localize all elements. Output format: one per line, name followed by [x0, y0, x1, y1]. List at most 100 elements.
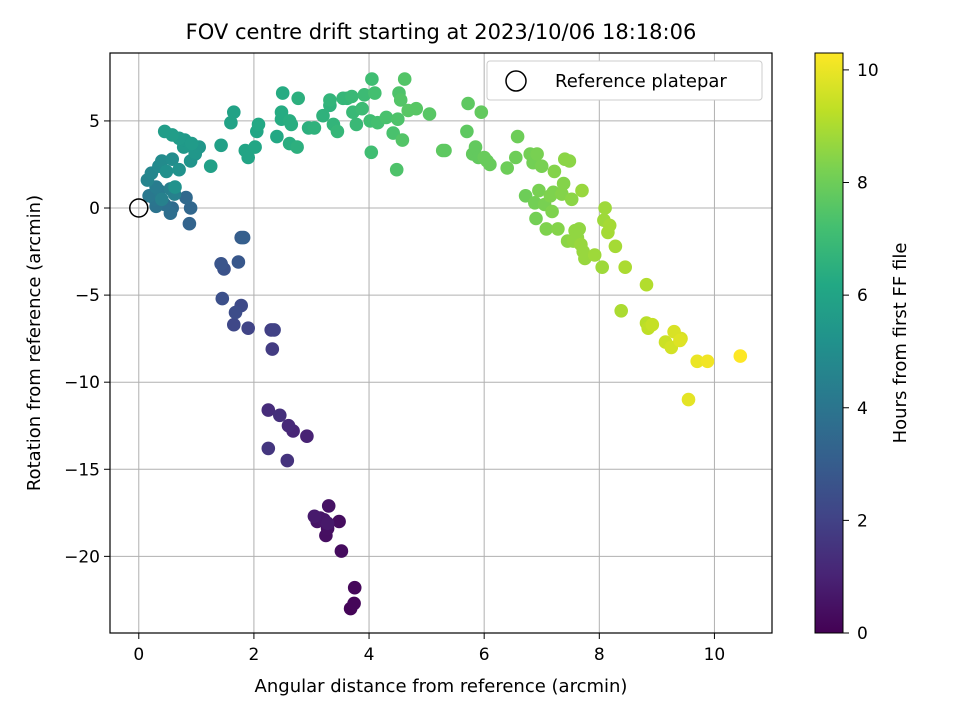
- colorbar-tick-label: 8: [857, 174, 868, 194]
- y-tick-label: 0: [89, 199, 100, 219]
- data-point: [681, 392, 696, 407]
- data-point: [564, 192, 579, 207]
- data-point: [215, 291, 230, 306]
- data-point: [157, 124, 172, 139]
- data-point: [179, 190, 193, 205]
- data-point: [168, 180, 182, 194]
- data-point: [673, 333, 687, 348]
- data-point: [389, 162, 404, 177]
- colorbar-tick-label: 0: [857, 624, 868, 644]
- data-point: [395, 133, 410, 147]
- data-point: [347, 580, 362, 595]
- colorbar-gradient: [814, 52, 844, 634]
- data-point: [284, 117, 299, 132]
- legend: Reference platepar: [486, 60, 763, 101]
- data-point: [224, 115, 238, 130]
- data-point: [248, 140, 262, 154]
- data-point: [172, 162, 186, 177]
- y-tick-label: −20: [64, 547, 100, 567]
- data-point: [639, 277, 654, 292]
- y-axis-ticks: 5 0 −5 −10 −15 −20: [64, 112, 110, 567]
- data-point: [159, 164, 174, 179]
- data-point: [572, 222, 586, 236]
- y-tick-label: 5: [89, 112, 100, 132]
- data-point: [393, 93, 408, 107]
- x-axis-ticks: 0 2 4 6 8 10: [133, 633, 725, 665]
- legend-marker-icon: [505, 70, 527, 92]
- x-tick-label: 6: [479, 645, 490, 665]
- data-point: [214, 257, 228, 271]
- data-point: [575, 183, 589, 198]
- data-point: [332, 514, 346, 529]
- data-point: [357, 88, 372, 102]
- x-tick-label: 2: [248, 645, 259, 665]
- legend-box: [486, 60, 763, 101]
- legend-label: Reference platepar: [555, 71, 727, 92]
- colorbar-tick-label: 6: [857, 286, 868, 306]
- data-point: [595, 260, 609, 275]
- data-point: [509, 150, 523, 165]
- data-point: [614, 304, 628, 318]
- data-point: [227, 105, 241, 119]
- data-point: [539, 222, 554, 236]
- data-point: [261, 441, 276, 456]
- data-point: [320, 516, 335, 531]
- y-tick-label: −15: [64, 460, 100, 480]
- data-point: [700, 354, 715, 369]
- data-point: [551, 222, 565, 236]
- data-point: [391, 112, 405, 126]
- data-point: [307, 509, 322, 524]
- data-point: [236, 230, 251, 245]
- data-point: [275, 86, 290, 100]
- data-point: [203, 159, 218, 173]
- data-point: [273, 408, 287, 423]
- data-point: [307, 121, 322, 135]
- data-point: [468, 140, 483, 154]
- x-tick-label: 0: [133, 645, 144, 665]
- data-point: [349, 117, 364, 132]
- data-point: [534, 159, 549, 173]
- data-point: [355, 101, 369, 116]
- data-point: [291, 91, 306, 106]
- data-point: [532, 183, 546, 198]
- data-point: [155, 154, 169, 168]
- data-point: [422, 107, 437, 121]
- data-point: [334, 544, 349, 558]
- data-point: [183, 201, 198, 215]
- colorbar-label: Hours from first FF file: [890, 243, 911, 444]
- data-point: [386, 126, 401, 140]
- data-point: [321, 499, 336, 513]
- data-point: [364, 145, 379, 160]
- data-point: [214, 138, 228, 153]
- data-point: [280, 453, 295, 468]
- reference-point-marker: [129, 198, 149, 218]
- data-point: [397, 72, 412, 86]
- data-point: [281, 418, 296, 433]
- plot-frame: [109, 52, 773, 634]
- y-axis-label: Rotation from reference (arcmin): [24, 195, 45, 491]
- data-point: [409, 101, 424, 116]
- data-point: [365, 72, 379, 86]
- data-point: [556, 176, 571, 191]
- colorbar: 0 2 4 6 8 10 Hours from first FF file: [814, 52, 911, 644]
- colorbar-tick-label: 4: [857, 399, 868, 419]
- data-point: [598, 201, 612, 215]
- data-points: [140, 72, 748, 616]
- colorbar-ticks: 0 2 4 6 8 10: [843, 61, 879, 644]
- data-point: [300, 429, 314, 444]
- data-point: [608, 239, 623, 254]
- data-point: [530, 147, 544, 161]
- x-axis-label: Angular distance from reference (arcmin): [255, 676, 628, 697]
- data-point: [618, 260, 632, 275]
- data-point: [461, 96, 475, 111]
- y-tick-label: −10: [64, 373, 100, 393]
- data-point: [316, 108, 330, 123]
- data-point: [165, 152, 179, 166]
- data-point: [438, 143, 452, 158]
- data-point: [228, 305, 243, 320]
- data-point: [483, 157, 497, 172]
- data-point: [562, 154, 577, 168]
- data-point: [155, 192, 169, 207]
- y-tick-label: −5: [75, 286, 100, 306]
